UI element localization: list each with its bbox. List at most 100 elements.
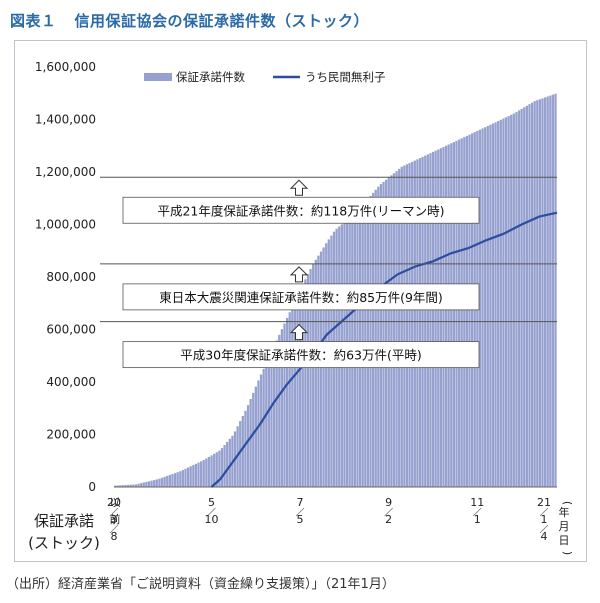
y-tick-label: 1,000,000 [35,218,96,232]
area-bar [288,312,291,487]
area-bar [293,300,297,487]
area-bar [301,284,304,487]
area-bar [215,452,218,487]
area-bar [450,143,453,487]
x-unit-label: 日 [559,534,570,547]
area-bar [554,93,557,488]
area-bar [452,142,456,488]
y-tick-label: 600,000 [46,323,96,337]
area-bar [270,351,273,487]
x-tick-label: 20 [107,496,121,509]
area-bar [228,438,231,487]
area-bar [244,410,247,487]
area-bar [395,171,398,487]
area-bar [499,119,502,487]
area-bar [267,357,271,487]
area-bar [226,441,229,487]
area-bar [478,129,482,487]
x-tick-separator [539,507,549,517]
y-tick-label: 1,200,000 [35,165,96,179]
area-bar [132,484,135,487]
area-bar [520,108,523,487]
area-bar [262,368,265,487]
area-bar [497,121,500,487]
area-bar [523,107,526,488]
figure-title-text: 信用保証協会の保証承諾件数（ストック） [74,12,370,30]
area-bar [168,474,171,487]
area-bar [158,478,161,487]
area-bar [241,415,244,487]
area-bar [254,386,257,487]
legend-label: 保証承諾件数 [176,70,245,84]
area-bar [455,140,458,487]
area-bar [408,163,411,488]
area-bar [257,380,260,487]
area-bar [463,137,466,487]
area-bar [437,149,440,487]
area-bar [280,329,284,487]
area-bar [124,484,127,487]
area-bar [194,463,198,487]
area-bar [400,166,403,487]
area-bar [413,160,416,487]
area-bar [179,471,182,487]
y-tick-label: 800,000 [46,270,96,284]
area-bar [530,102,534,488]
area-bar [239,421,242,487]
x-tick-label: 以 [110,496,121,509]
x-tick-separator [295,507,305,517]
figure-number: 図表１ [10,12,57,30]
up-arrow-icon [289,179,309,196]
area-bar [199,461,203,487]
area-bar [121,485,125,487]
x-tick-label: 1 [474,513,481,526]
y-tick-label: 0 [88,480,96,494]
area-bar [246,405,250,487]
x-tick-label: 5 [297,513,304,526]
area-bar [137,483,140,487]
area-bar [272,346,276,487]
x-tick-label: 21 [537,496,551,509]
area-bar [213,453,216,487]
area-bar [502,118,505,487]
x-tick-label: 7 [297,496,304,509]
area-bar [210,455,213,487]
x-tick-label: 9 [385,496,392,509]
x-tick-separator [539,524,549,534]
area-bar [426,154,429,487]
x-tick-separator [109,507,119,517]
x-tick-label: 前 [110,512,121,526]
up-arrow-icon [289,266,309,283]
x-axis-title: (ストック) [28,534,100,552]
annotation-box [122,283,480,311]
area-bar [382,181,385,487]
area-bar [163,476,166,487]
area-bar [275,340,278,487]
annotation-label: 平成30年度保証承諾件数：約63万件(平時) [180,348,422,363]
area-bar [439,148,442,487]
x-axis-title: 保証承諾 [34,512,94,530]
area-bar [465,135,469,487]
area-bar [309,269,312,487]
area-bar [379,184,383,488]
area-bar [205,458,208,487]
area-bar [166,475,169,487]
up-arrow-icon [289,323,309,341]
area-bar [220,448,224,487]
area-bar [304,279,307,487]
area-bar [536,100,539,487]
area-bar [223,445,226,487]
area-bar [403,165,406,487]
area-bar [278,334,281,487]
area-bar [431,151,435,487]
area-bar [207,456,211,487]
area-bar [460,138,463,487]
area-bar [515,111,518,488]
area-bar [299,289,302,487]
area-bar [444,145,448,487]
area-bar [181,470,185,487]
annotation-box [122,341,480,369]
y-tick-label: 1,400,000 [35,113,96,127]
area-bar [538,99,542,488]
